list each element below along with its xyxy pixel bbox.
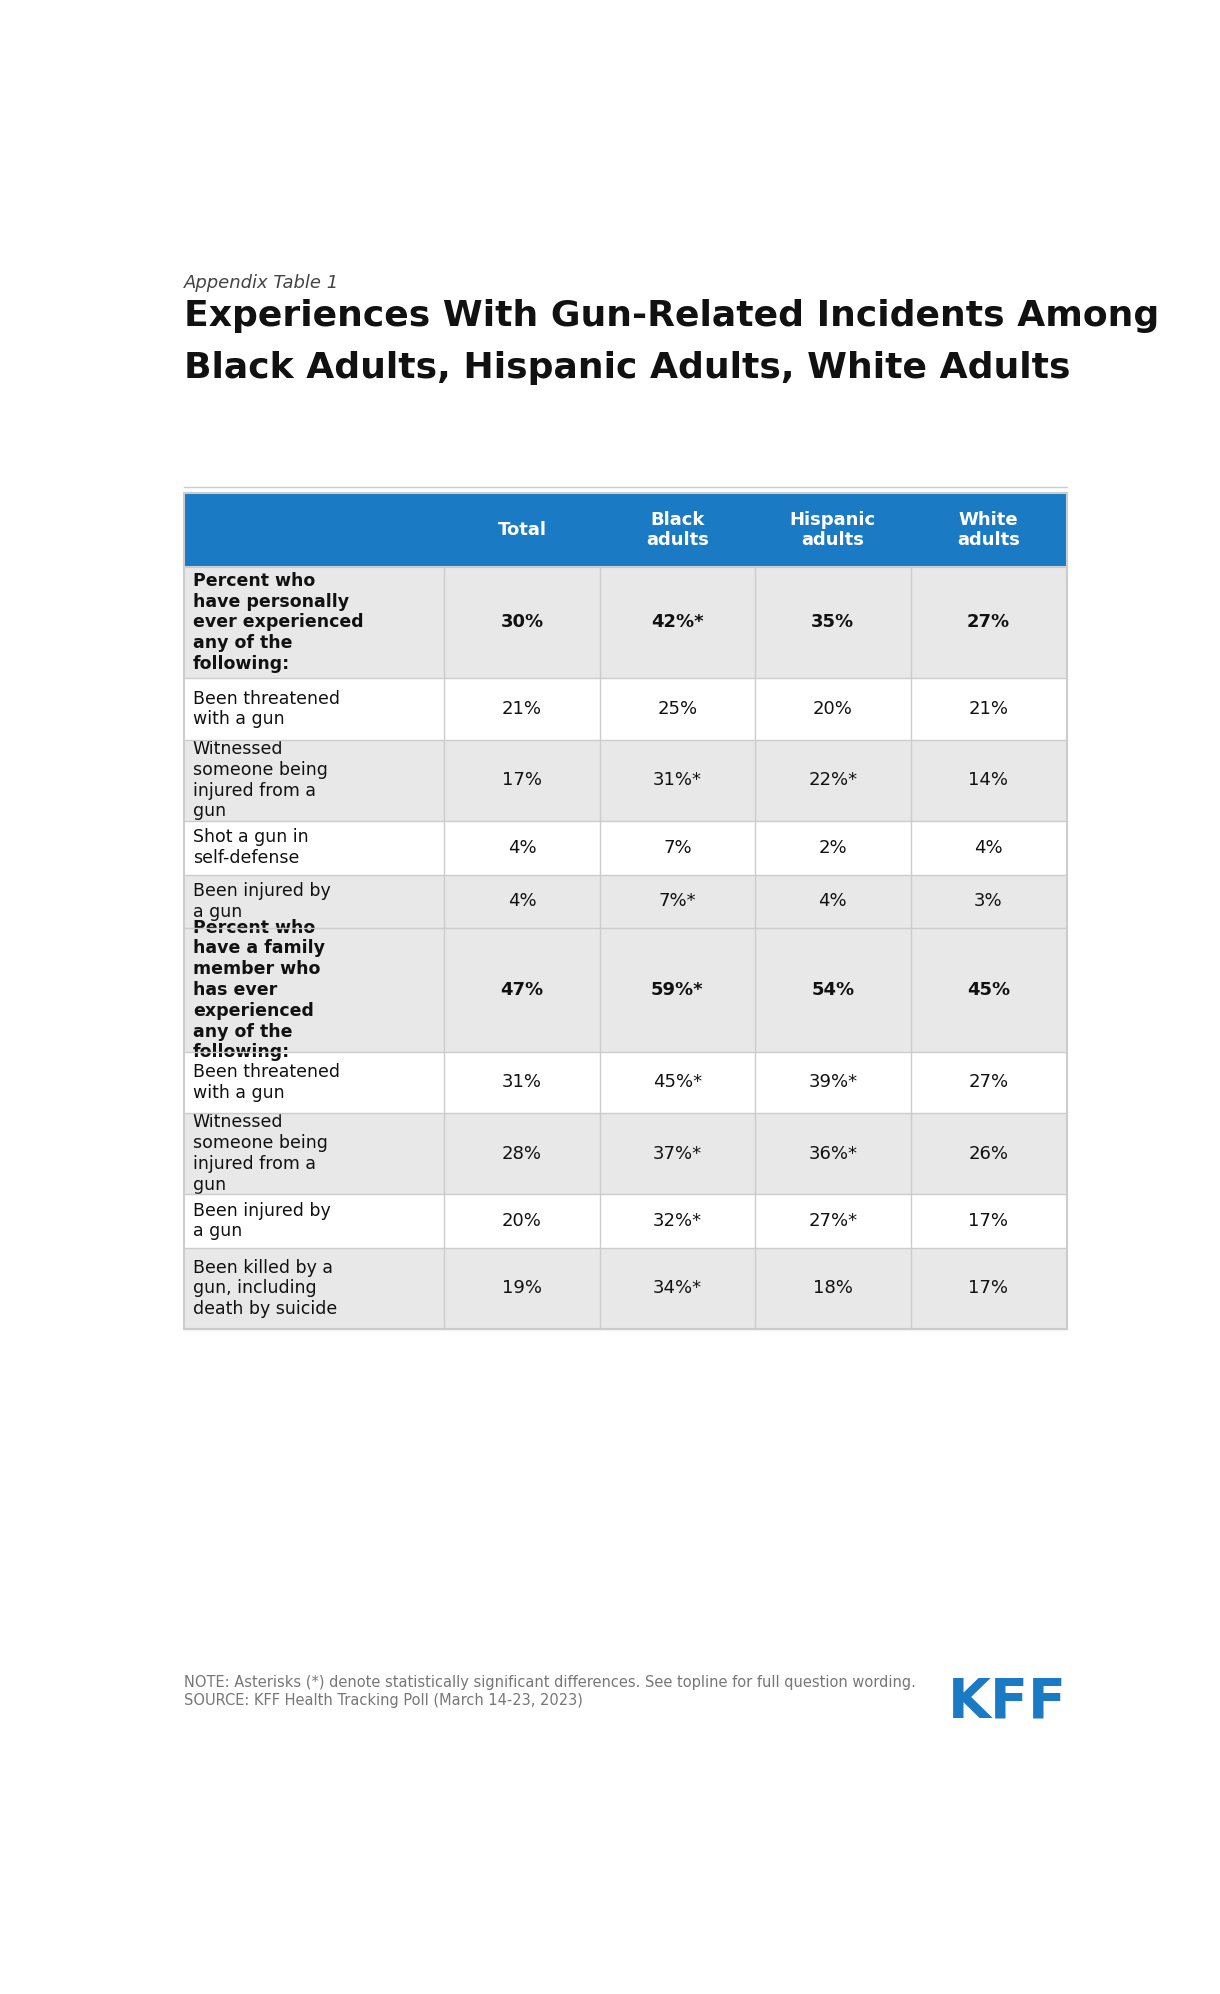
Text: 59%*: 59%* [651,981,704,999]
Text: 20%: 20% [501,1212,542,1230]
Text: 27%: 27% [969,1073,1009,1091]
Text: 4%: 4% [974,839,1003,857]
Text: 54%: 54% [811,981,854,999]
Text: 34%*: 34%* [653,1280,702,1298]
Text: Witnessed
someone being
injured from a
gun: Witnessed someone being injured from a g… [193,1113,328,1194]
Text: 27%*: 27%* [809,1212,858,1230]
Text: Experiences With Gun-Related Incidents Among: Experiences With Gun-Related Incidents A… [183,299,1159,333]
Text: 4%: 4% [508,839,537,857]
Text: 19%: 19% [501,1280,542,1298]
Text: Black
adults: Black adults [645,510,709,550]
Text: 27%: 27% [966,614,1010,632]
Text: 37%*: 37%* [653,1145,702,1163]
Text: 30%: 30% [500,614,543,632]
Bar [183,566,1068,678]
Text: 32%*: 32%* [653,1212,702,1230]
Text: 36%*: 36%* [809,1145,858,1163]
Text: 17%: 17% [969,1280,1009,1298]
Bar [183,822,1068,875]
Bar [183,1248,1068,1328]
Text: 20%: 20% [813,700,853,718]
Text: NOTE: Asterisks (*) denote statistically significant differences. See topline fo: NOTE: Asterisks (*) denote statistically… [183,1675,915,1707]
Text: 17%: 17% [501,772,542,790]
Text: 14%: 14% [969,772,1009,790]
Bar [183,493,1068,566]
Text: Witnessed
someone being
injured from a
gun: Witnessed someone being injured from a g… [193,740,328,820]
Text: 25%: 25% [658,700,698,718]
Text: 35%: 35% [811,614,854,632]
Text: Black Adults, Hispanic Adults, White Adults: Black Adults, Hispanic Adults, White Adu… [183,351,1070,385]
Text: 42%*: 42%* [651,614,704,632]
Text: Shot a gun in
self-defense: Shot a gun in self-defense [193,828,309,867]
Text: 18%: 18% [813,1280,853,1298]
Bar [183,1113,1068,1194]
Bar [183,678,1068,740]
Text: 4%: 4% [508,893,537,911]
Bar [183,740,1068,822]
Text: 17%: 17% [969,1212,1009,1230]
Text: 21%: 21% [501,700,542,718]
Text: Percent who
have personally
ever experienced
any of the
following:: Percent who have personally ever experie… [193,572,364,672]
Text: 4%: 4% [819,893,847,911]
Text: Total: Total [498,520,547,538]
Text: Been killed by a
gun, including
death by suicide: Been killed by a gun, including death by… [193,1258,337,1318]
Text: Percent who
have a family
member who
has ever
experienced
any of the
following:: Percent who have a family member who has… [193,919,325,1061]
Text: Been threatened
with a gun: Been threatened with a gun [193,1063,340,1103]
Text: 31%*: 31%* [653,772,702,790]
Text: KFF: KFF [948,1675,1068,1729]
Text: 22%*: 22%* [809,772,858,790]
Bar [183,929,1068,1051]
Text: 21%: 21% [969,700,1009,718]
Text: 26%: 26% [969,1145,1009,1163]
Text: 47%: 47% [500,981,543,999]
Text: 3%: 3% [974,893,1003,911]
Text: Been injured by
a gun: Been injured by a gun [193,881,331,921]
Bar [183,1051,1068,1113]
Text: 45%*: 45%* [653,1073,702,1091]
Bar [183,493,1068,1328]
Text: 39%*: 39%* [809,1073,858,1091]
Text: White
adults: White adults [956,510,1020,550]
Text: 28%: 28% [501,1145,542,1163]
Text: 7%: 7% [662,839,692,857]
Text: Appendix Table 1: Appendix Table 1 [183,273,339,291]
Text: 7%*: 7%* [659,893,697,911]
Text: Been injured by
a gun: Been injured by a gun [193,1202,331,1240]
Text: Hispanic
adults: Hispanic adults [789,510,876,550]
Text: Been threatened
with a gun: Been threatened with a gun [193,690,340,728]
Text: 2%: 2% [819,839,847,857]
Bar [183,875,1068,929]
Text: 31%: 31% [501,1073,542,1091]
Text: 45%: 45% [966,981,1010,999]
Bar [183,1194,1068,1248]
